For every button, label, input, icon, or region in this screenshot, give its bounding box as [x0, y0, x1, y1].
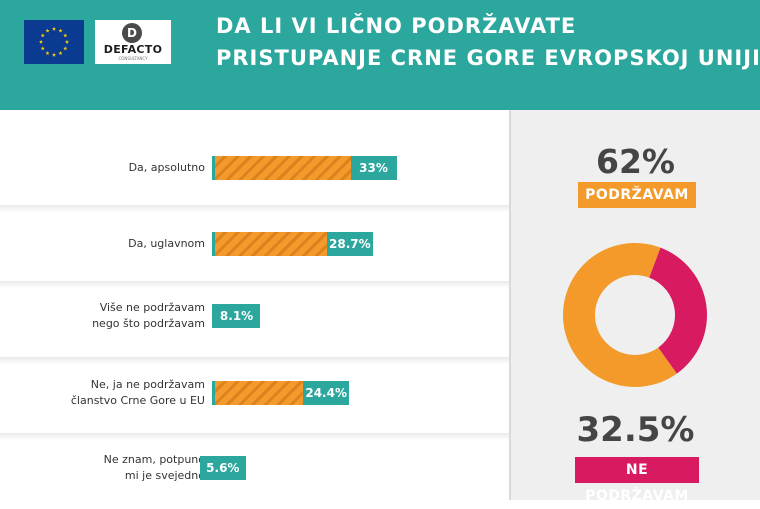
eu-star-icon — [38, 39, 44, 44]
row-separator — [0, 357, 510, 364]
donut-slice — [563, 243, 677, 387]
bar — [215, 381, 304, 405]
bar-value-label: 5.6% — [199, 456, 246, 480]
title-line-1: DA LI VI LIČNO PODRŽAVATE — [216, 14, 577, 38]
eu-star-icon — [51, 26, 57, 31]
bar-category-label-line: mi je svejedno — [124, 469, 205, 482]
bar-axis-tick — [212, 156, 215, 180]
support-donut-chart — [563, 243, 707, 387]
bar-category-label: Da, uglavnom — [10, 236, 205, 252]
bar — [215, 156, 351, 180]
bar-category-label-line: Da, uglavnom — [128, 237, 205, 250]
panel-divider — [509, 110, 511, 500]
eu-star-icon — [63, 33, 68, 38]
eu-star-icon — [45, 28, 50, 33]
page-title: DA LI VI LIČNO PODRŽAVATE PRISTUPANJE CR… — [216, 10, 760, 74]
support-percentage: 62% — [596, 142, 675, 181]
bar-category-label-line: nego što podržavam — [92, 317, 205, 330]
eu-star-icon — [45, 51, 50, 56]
bar-axis-tick — [212, 232, 215, 256]
bar-value-label: 8.1% — [213, 304, 260, 328]
bar-axis-tick — [212, 304, 215, 328]
bar-category-label-line: Ne znam, potpuno — [103, 453, 205, 466]
eu-star-icon — [40, 33, 45, 38]
eu-star-icon — [64, 39, 70, 44]
row-separator — [0, 281, 510, 288]
bar-category-label: Ne, ja ne podržavam članstvo Crne Gore u … — [10, 377, 205, 409]
oppose-percentage: 32.5% — [576, 410, 695, 450]
bar-category-label-line: Više ne podržavam — [99, 301, 205, 314]
logo-subtext: CONSULTANCY — [118, 56, 148, 61]
row-separator — [0, 205, 510, 212]
bar — [215, 232, 327, 256]
bar-category-label-line: Da, apsolutno — [128, 161, 205, 174]
eu-star-icon — [51, 52, 57, 57]
row-separator — [0, 433, 510, 440]
bar-category-label-line: članstvo Crne Gore u EU — [70, 394, 205, 407]
bar-category-label-line: Ne, ja ne podržavam — [90, 378, 205, 391]
support-tag: PODRŽAVAM — [578, 182, 696, 208]
donut-slice — [649, 247, 707, 374]
eu-star-icon — [40, 46, 45, 51]
logo-mark: D — [122, 23, 142, 43]
bar-category-label: Više ne podržavam nego što podržavam — [10, 300, 205, 332]
title-line-2: PRISTUPANJE CRNE GORE EVROPSKOJ UNIJI? — [216, 46, 760, 70]
bar-value-label: 24.4% — [303, 381, 350, 405]
eu-star-icon — [58, 28, 63, 33]
eu-flag-icon — [24, 20, 84, 64]
eu-star-icon — [63, 46, 68, 51]
bar-value-label: 28.7% — [326, 232, 373, 256]
header-banner: D DEFACTO CONSULTANCY DA LI VI LIČNO POD… — [0, 0, 760, 110]
bar-category-label: Ne znam, potpuno mi je svejedno — [10, 452, 205, 484]
bar-value-label: 33% — [350, 156, 397, 180]
bar-category-label: Da, apsolutno — [10, 160, 205, 176]
logo-text: DEFACTO — [103, 43, 163, 56]
bar-axis-tick — [212, 381, 215, 405]
oppose-tag: NE PODRŽAVAM — [575, 457, 699, 504]
summary-panel — [511, 110, 760, 500]
eu-star-icon — [58, 51, 63, 56]
defacto-logo-icon: D DEFACTO CONSULTANCY — [95, 20, 171, 64]
